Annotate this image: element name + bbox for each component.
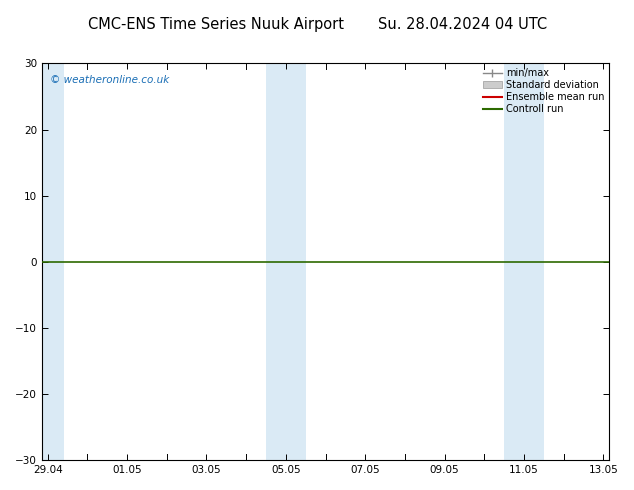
Bar [42, 63, 63, 460]
Bar [266, 63, 306, 460]
Text: © weatheronline.co.uk: © weatheronline.co.uk [50, 75, 169, 85]
Text: CMC-ENS Time Series Nuuk Airport: CMC-ENS Time Series Nuuk Airport [87, 17, 344, 32]
Bar [504, 63, 544, 460]
Text: Su. 28.04.2024 04 UTC: Su. 28.04.2024 04 UTC [378, 17, 547, 32]
Legend: min/max, Standard deviation, Ensemble mean run, Controll run: min/max, Standard deviation, Ensemble me… [481, 66, 606, 116]
